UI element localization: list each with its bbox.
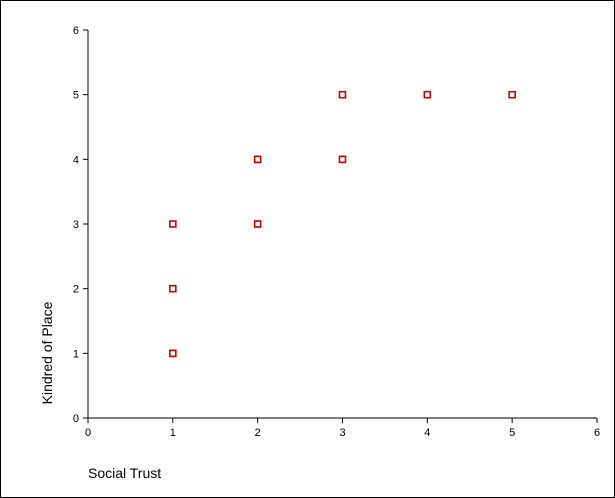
- data-point: [169, 284, 177, 293]
- x-tick-label: 0: [85, 427, 91, 439]
- data-point: [508, 90, 516, 99]
- y-tick-label: 4: [73, 154, 79, 166]
- x-tick-label: 2: [255, 427, 261, 439]
- y-tick-label: 1: [73, 348, 79, 360]
- y-tick-label: 0: [73, 413, 79, 425]
- data-point: [253, 155, 262, 164]
- data-point: [253, 220, 262, 228]
- x-tick-label: 1: [170, 427, 176, 439]
- data-point: [338, 155, 347, 164]
- x-tick-label: 4: [424, 427, 430, 439]
- y-axis-title: Kindred of Place: [39, 301, 55, 404]
- y-tick-label: 5: [73, 90, 79, 102]
- data-point: [169, 220, 177, 228]
- x-tick-label: 6: [594, 427, 600, 439]
- data-point: [169, 349, 177, 358]
- data-points: [169, 90, 516, 358]
- y-tick-label: 6: [73, 25, 79, 37]
- x-axis-title: Social Trust: [88, 465, 161, 481]
- y-tick-label: 3: [73, 219, 79, 231]
- y-ticks: 0 1 2 3 4 5 6: [73, 25, 88, 425]
- x-tick-label: 5: [509, 427, 515, 439]
- x-ticks: 0 1 2 3 4 5 6: [85, 418, 600, 439]
- data-point: [423, 90, 432, 99]
- data-point: [338, 90, 347, 99]
- y-tick-label: 2: [73, 284, 79, 296]
- x-tick-label: 3: [339, 427, 345, 439]
- axes: [87, 30, 597, 419]
